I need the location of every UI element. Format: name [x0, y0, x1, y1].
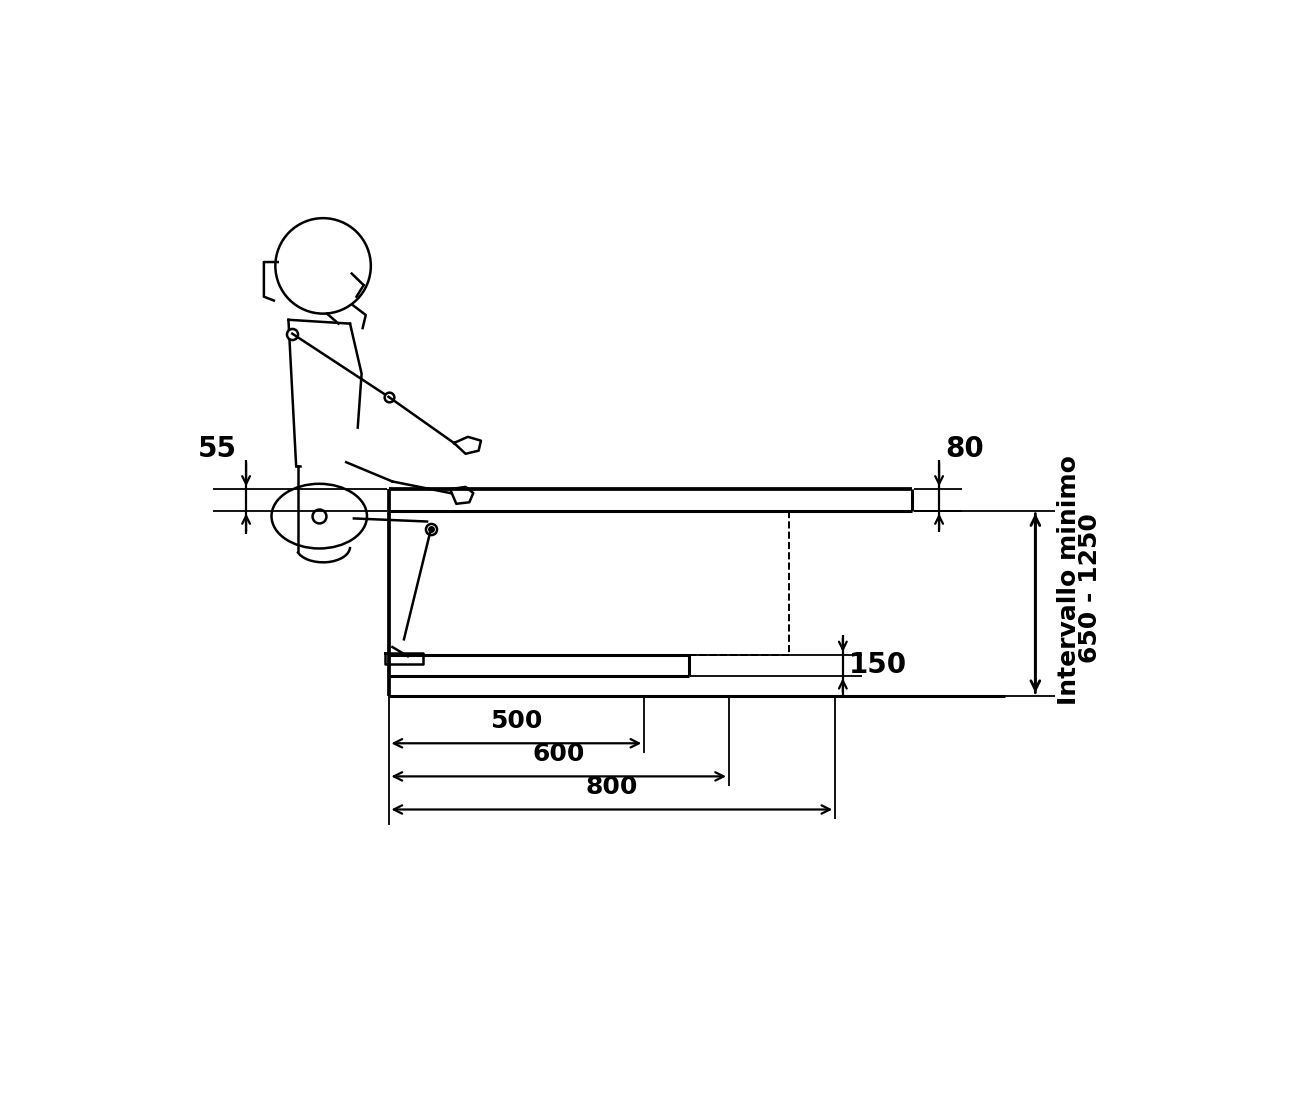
Text: 600: 600 [533, 742, 584, 765]
Text: 80: 80 [945, 435, 984, 463]
Text: 55: 55 [198, 435, 237, 463]
Text: Intervallo minimo: Intervallo minimo [1058, 455, 1081, 705]
Text: 650 - 1250: 650 - 1250 [1078, 513, 1102, 663]
Text: 800: 800 [586, 775, 638, 798]
Text: 150: 150 [849, 652, 907, 679]
Text: 500: 500 [490, 708, 543, 733]
